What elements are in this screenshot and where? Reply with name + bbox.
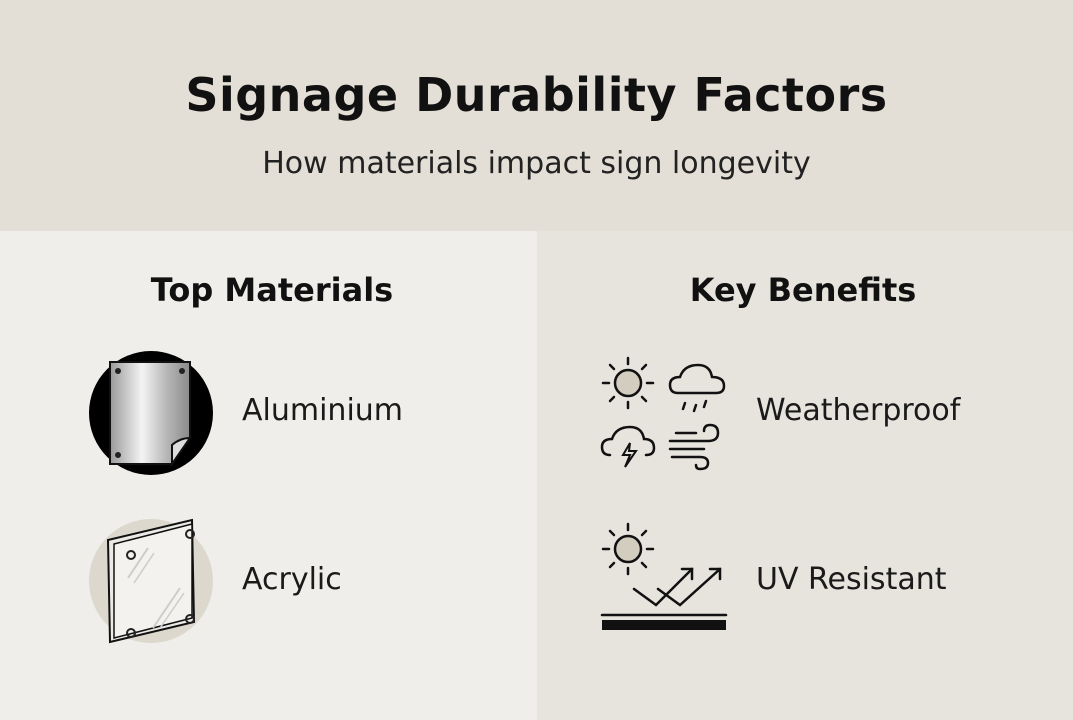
aluminium-sheet-icon [89, 351, 213, 475]
sun-icon [601, 522, 655, 576]
header: Signage Durability Factors How materials… [0, 0, 1073, 231]
benefits-panel: Key Benefits Weatherproof UV Resistant [537, 231, 1073, 720]
page-subtitle: How materials impact sign longevity [262, 146, 811, 181]
wind-icon [668, 423, 720, 471]
benefit-label-uv-resistant: UV Resistant [756, 562, 947, 597]
storm-cloud-icon [600, 425, 656, 468]
materials-panel: Top Materials Aluminium Acrylic [0, 231, 537, 720]
material-label-aluminium: Aluminium [242, 393, 404, 428]
benefit-label-weatherproof: Weatherproof [756, 393, 961, 428]
page-title: Signage Durability Factors [185, 68, 888, 122]
weather-icons [600, 356, 726, 471]
sun-icon [601, 356, 655, 410]
material-label-acrylic: Acrylic [242, 562, 342, 597]
uv-reflection-icon [600, 522, 728, 630]
materials-heading: Top Materials [150, 271, 394, 309]
rain-cloud-icon [668, 363, 726, 413]
benefits-heading: Key Benefits [689, 271, 917, 309]
acrylic-panel-icon [89, 518, 213, 644]
